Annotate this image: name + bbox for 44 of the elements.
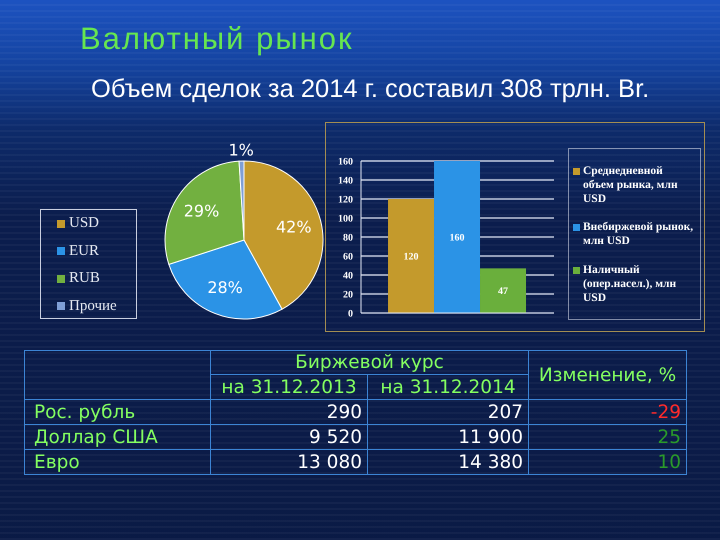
y-tick-label: 60 (343, 252, 353, 263)
chart-title: Валютный рынок (80, 21, 354, 56)
legend-label: Среднедневной объем рынка, млн USD (583, 164, 679, 206)
data-label: 290 (210, 400, 368, 424)
data-label: 11 900 (368, 424, 529, 450)
y-tick-label: 100 (338, 214, 353, 225)
y-tick-label: 120 (338, 194, 353, 206)
data-label: 1% (228, 140, 254, 160)
data-label: 42% (276, 218, 312, 237)
data-label: 13 080 (210, 450, 368, 474)
y-tick-label: 80 (343, 232, 353, 244)
data-label: 47 (498, 286, 508, 298)
text: на 31.12.2014 (380, 376, 516, 398)
data-label: 29% (184, 202, 220, 221)
y-tick-label: 0 (348, 308, 353, 320)
legend-label: RUB (69, 270, 100, 288)
chart-subtitle: Объем сделок за 2014 г. составил 308 трлн. Br. (91, 75, 650, 103)
data-label: 160 (450, 232, 465, 244)
legend-label: Прочие (69, 298, 117, 315)
legend-label: Наличный (опер.насел.), млн USD (583, 262, 678, 304)
legend-label: Внебиржевой рынок, млн USD (583, 220, 694, 248)
y-tick-label: 160 (338, 156, 353, 168)
category-label: Рос. рубль (34, 402, 136, 422)
data-label: 9 520 (210, 424, 368, 450)
data-label: 120 (404, 252, 419, 263)
bar (434, 161, 480, 313)
text: на 31.12.2013 (221, 376, 357, 398)
y-tick-label: 140 (338, 176, 353, 187)
category-label: Доллар США (34, 426, 158, 448)
data-label: 10 (528, 450, 687, 474)
category-label: Евро (34, 452, 80, 472)
bar (388, 199, 434, 313)
text: Биржевой курс (295, 352, 444, 373)
y-tick-label: 20 (343, 290, 353, 301)
data-label: 14 380 (368, 450, 529, 474)
y-tick-label: 40 (343, 270, 353, 282)
data-label: 28% (207, 278, 243, 298)
data-label: 25 (528, 424, 687, 450)
text: Изменение, % (538, 364, 676, 386)
legend-label: EUR (69, 242, 99, 260)
data-label: -29 (528, 400, 687, 424)
data-label: 207 (368, 400, 529, 424)
bar (480, 268, 526, 313)
legend-label: USD (69, 215, 100, 232)
